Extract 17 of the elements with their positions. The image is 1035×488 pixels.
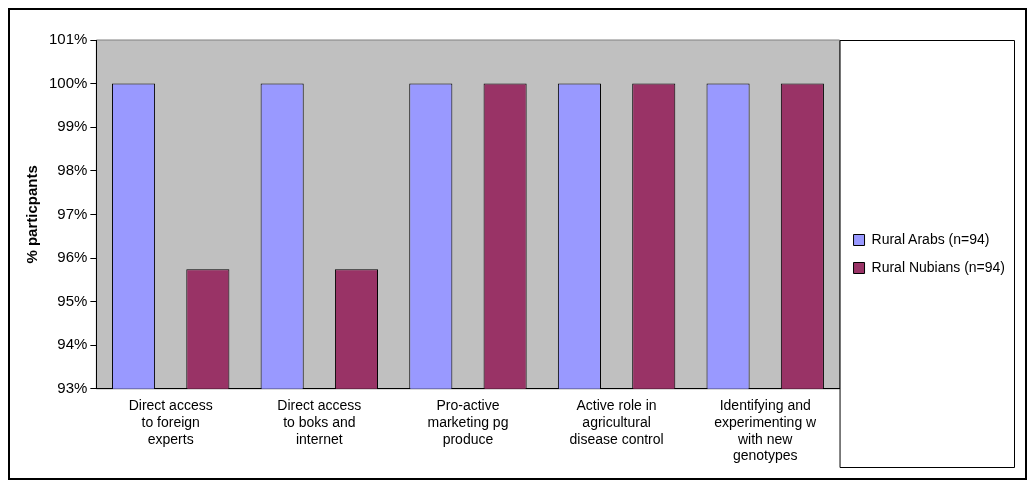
y-tick-label: 101% [48,30,88,48]
y-tick-label: 93% [57,378,88,396]
y-tick-label: 98% [57,160,88,178]
x-tick-label: Direct access to boks and internet [277,397,362,447]
y-tick-label: 99% [57,117,88,135]
x-tick-label: Identifying and experimenting w with new genotypes [714,397,818,464]
y-tick-label: 94% [57,335,88,353]
x-tick-label: Active role in agricultural disease control [569,397,664,447]
x-tick-label: Direct access to foreign experts [128,397,213,447]
x-tick-label: Pro-active marketing pg produce [427,397,509,447]
y-tick-label: 96% [57,248,88,266]
legend-label: Rural Nubians (n=94) [871,258,1006,275]
legend-label: Rural Arabs (n=94) [871,230,990,247]
y-tick-label: 100% [48,73,88,91]
y-tick-label: 97% [57,204,88,222]
y-tick-label: 95% [57,291,88,309]
y-axis-title: % particpants [23,165,41,264]
